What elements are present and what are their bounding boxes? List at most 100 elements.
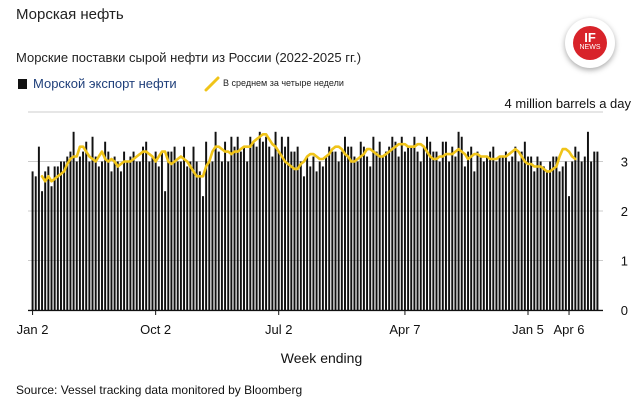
- bar: [265, 136, 268, 310]
- bar: [429, 141, 432, 310]
- bar: [552, 156, 555, 310]
- bar: [186, 166, 189, 310]
- legend-line-label: В среднем за четыре недели: [223, 78, 344, 88]
- bar: [312, 156, 315, 310]
- bar: [75, 161, 78, 310]
- bar: [463, 166, 466, 310]
- bar: [391, 136, 394, 310]
- legend-bars-label: Морской экспорт нефти: [33, 76, 177, 91]
- bar: [508, 161, 511, 310]
- source-note: Source: Vessel tracking data monitored b…: [16, 383, 303, 397]
- average-line: [40, 133, 577, 183]
- bar: [571, 161, 574, 310]
- bar: [198, 171, 201, 310]
- bar: [113, 156, 116, 310]
- bar: [31, 171, 34, 310]
- bar: [426, 136, 429, 310]
- bar: [91, 136, 94, 310]
- bar: [523, 141, 526, 310]
- bar: [533, 171, 536, 310]
- bar: [148, 161, 151, 310]
- x-tick-label: Apr 7: [389, 322, 420, 337]
- logo-text-bottom: NEWS: [579, 44, 601, 51]
- bar: [78, 156, 81, 310]
- bar: [470, 146, 473, 310]
- bar: [271, 156, 274, 310]
- bar: [460, 136, 463, 310]
- x-axis-title: Week ending: [280, 350, 363, 366]
- bar: [536, 156, 539, 310]
- bar: [302, 176, 305, 310]
- bar: [97, 166, 100, 310]
- bar: [287, 136, 290, 310]
- x-tick-label: Apr 6: [553, 322, 584, 337]
- bar: [217, 151, 220, 310]
- bar: [359, 141, 362, 310]
- bar: [104, 141, 107, 310]
- bar: [123, 151, 126, 310]
- bar: [353, 156, 356, 310]
- bar: [167, 151, 170, 310]
- bar: [369, 166, 372, 310]
- bar: [50, 186, 53, 310]
- bar: [34, 176, 37, 310]
- bar: [41, 191, 44, 310]
- bar: [422, 146, 425, 310]
- bar: [268, 146, 271, 310]
- bar: [492, 146, 495, 310]
- bar: [410, 146, 413, 310]
- bar: [479, 156, 482, 310]
- bar: [325, 156, 328, 310]
- bar: [381, 156, 384, 310]
- bar: [284, 146, 287, 310]
- bar: [545, 171, 548, 310]
- bar: [568, 196, 571, 310]
- bar: [44, 171, 47, 310]
- bar: [72, 131, 75, 310]
- bar: [274, 131, 277, 310]
- bar: [318, 161, 321, 310]
- bar: [227, 161, 230, 310]
- logo-circle: IF NEWS: [573, 26, 607, 60]
- bar: [138, 161, 141, 310]
- bar: [530, 156, 533, 310]
- bar: [56, 166, 59, 310]
- bar: [419, 161, 422, 310]
- y-tick-label: 2: [621, 204, 628, 219]
- bar: [476, 151, 479, 310]
- bar: [63, 161, 66, 310]
- bar: [296, 146, 299, 310]
- bar: [388, 146, 391, 310]
- bar: [473, 171, 476, 310]
- y-axis-unit-label: 4 million barrels a day: [504, 96, 631, 111]
- x-tick-label: Jan 2: [17, 322, 49, 337]
- logo-text-top: IF: [584, 30, 596, 45]
- bar: [132, 151, 135, 310]
- bar: [511, 156, 514, 310]
- bar: [467, 151, 470, 310]
- bar: [558, 171, 561, 310]
- bar: [211, 161, 214, 310]
- bar: [337, 161, 340, 310]
- bar: [432, 151, 435, 310]
- bar: [309, 166, 312, 310]
- bar: [170, 151, 173, 310]
- bar: [66, 156, 69, 310]
- bar: [441, 141, 444, 310]
- bar: [413, 136, 416, 310]
- bar: [249, 136, 252, 310]
- bar: [142, 146, 145, 310]
- bar: [290, 151, 293, 310]
- bar: [527, 156, 529, 310]
- bar: [394, 141, 397, 310]
- bar: [243, 146, 245, 310]
- bar: [378, 141, 381, 310]
- bar: [107, 151, 110, 310]
- bar: [94, 156, 97, 310]
- bar: [542, 166, 545, 310]
- legend-bar-swatch: [18, 79, 27, 89]
- bar: [179, 161, 182, 310]
- bar: [85, 141, 88, 310]
- bar: [520, 151, 523, 310]
